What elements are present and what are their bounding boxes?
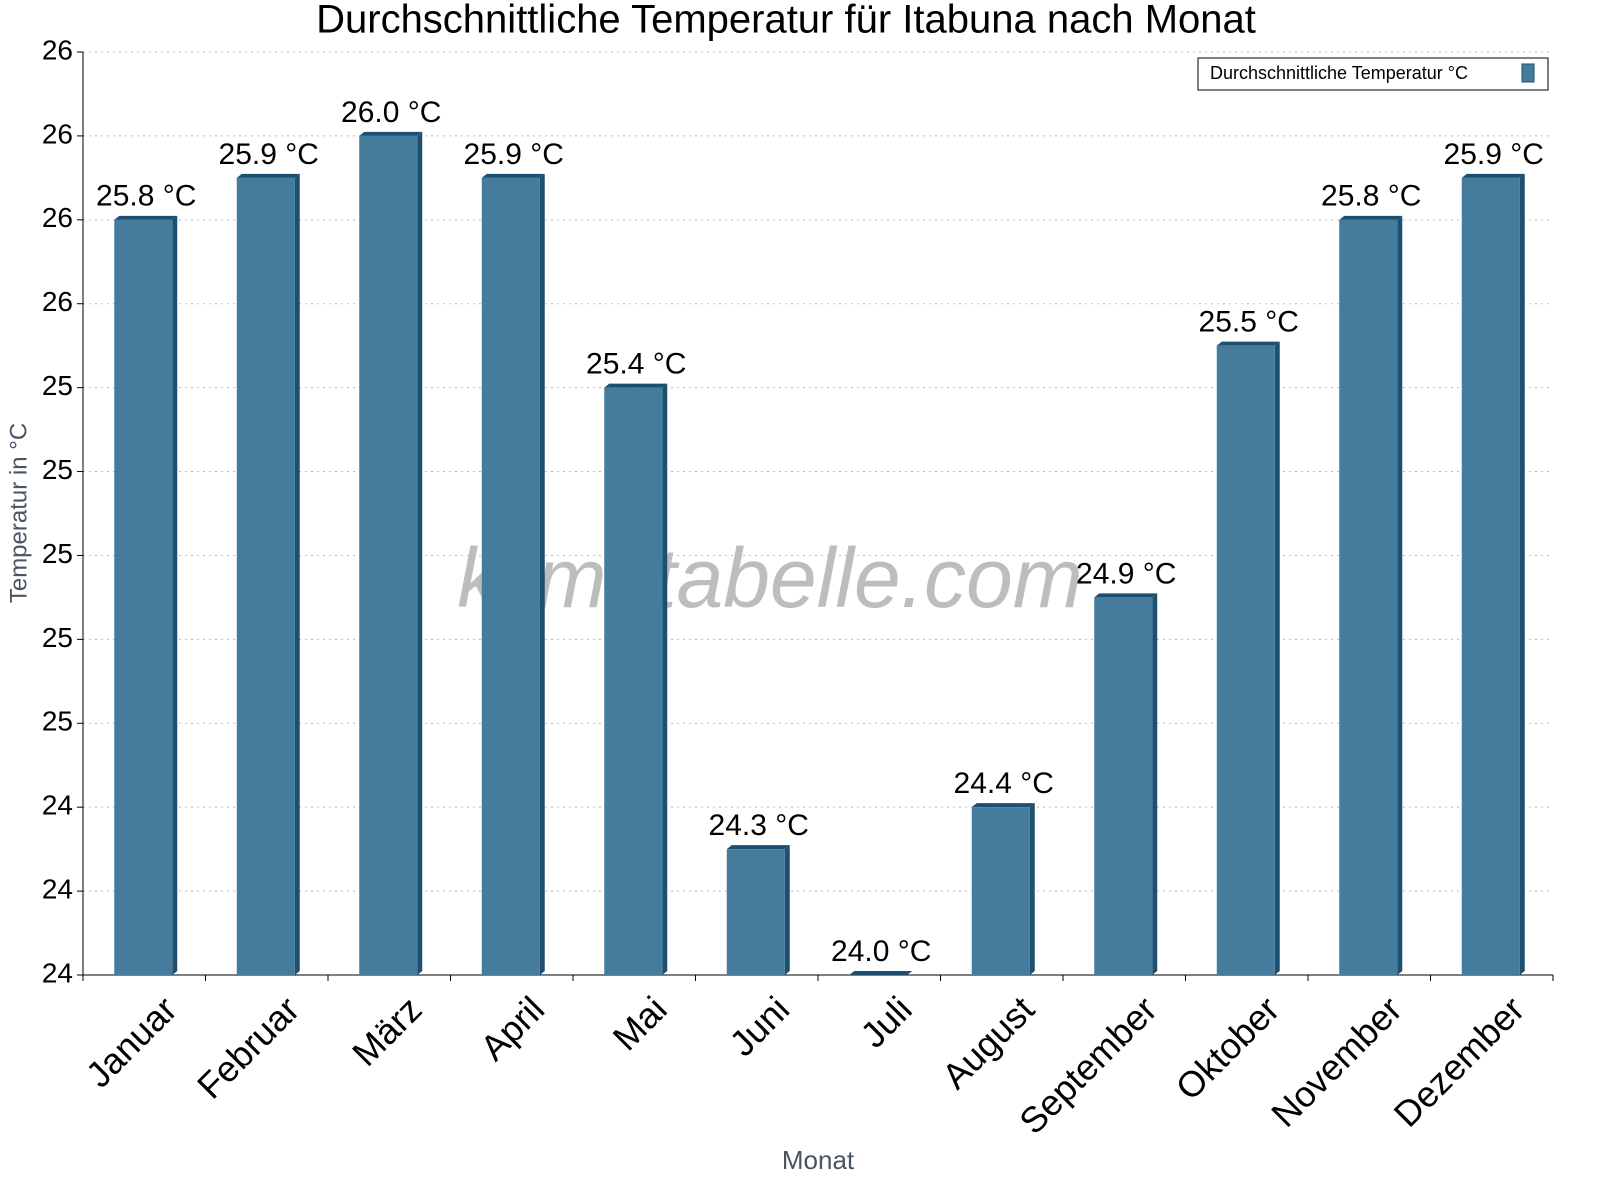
bar — [1461, 177, 1520, 975]
y-axis-label: Temperatur in °C — [5, 423, 32, 603]
y-tick-label: 25 — [42, 538, 73, 569]
legend-box — [1197, 57, 1549, 91]
x-tick-label: Februar — [189, 988, 307, 1106]
bar-side — [662, 383, 668, 975]
y-tick-label: 24 — [42, 790, 73, 821]
watermark: klimatabelle.com — [457, 531, 1083, 625]
data-label: 25.5 °C — [1199, 306, 1299, 339]
data-label: 24.4 °C — [954, 767, 1054, 800]
bar — [604, 387, 663, 975]
y-tick-label: 26 — [42, 34, 73, 65]
bar-side — [1029, 803, 1035, 975]
bar-top — [359, 131, 423, 136]
x-tick-label: Juni — [721, 988, 797, 1064]
legend: Durchschnittliche Temperatur °C — [1197, 57, 1549, 91]
chart-title: Durchschnittliche Temperatur für Itabuna… — [316, 0, 1256, 42]
bar-top — [1094, 593, 1158, 598]
bar-top — [236, 173, 300, 178]
bar-side — [1274, 341, 1280, 975]
x-tick-label: Mai — [605, 988, 675, 1058]
data-label: 24.9 °C — [1076, 557, 1176, 590]
bar — [971, 807, 1030, 975]
bar-top — [481, 173, 545, 178]
bar — [359, 135, 418, 976]
bar-top — [726, 845, 790, 850]
x-tick-label: April — [472, 988, 552, 1068]
x-tick-label: Oktober — [1168, 988, 1288, 1108]
bar-side — [539, 173, 545, 975]
legend-label: Durchschnittliche Temperatur °C — [1210, 63, 1468, 83]
bar-top — [1216, 341, 1280, 346]
bar — [481, 177, 540, 975]
y-tick-label: 25 — [42, 706, 73, 737]
x-tick-label: Januar — [78, 988, 185, 1095]
bar-top — [1339, 215, 1403, 220]
y-tick-label: 25 — [42, 622, 73, 653]
bar-side — [172, 215, 178, 975]
data-label: 25.8 °C — [96, 180, 196, 213]
x-tick-label: März — [344, 988, 430, 1074]
bar-side — [294, 173, 300, 975]
data-label: 25.9 °C — [464, 138, 564, 171]
bar-side — [784, 845, 790, 975]
y-tick-label: 26 — [42, 118, 73, 149]
legend-swatch — [1521, 63, 1535, 83]
y-tick-label: 24 — [42, 873, 73, 904]
x-tick-label: November — [1263, 988, 1409, 1134]
data-label: 24.3 °C — [709, 809, 809, 842]
y-tick-label: 24 — [42, 957, 73, 988]
data-label: 25.4 °C — [586, 348, 686, 381]
bar-top — [1461, 173, 1525, 178]
bar-top — [114, 215, 178, 220]
bar-top — [604, 383, 668, 388]
y-tick-label: 25 — [42, 454, 73, 485]
bar-top — [849, 971, 913, 975]
x-tick-label: Dezember — [1386, 988, 1532, 1134]
x-tick-label: Juli — [852, 988, 919, 1055]
bar — [1216, 345, 1275, 975]
bar-side — [1519, 173, 1525, 975]
bar-side — [1152, 593, 1158, 975]
data-label: 25.9 °C — [219, 138, 319, 171]
bar-side — [417, 131, 423, 976]
bar — [1094, 597, 1153, 975]
bar — [236, 177, 295, 975]
y-tick-label: 25 — [42, 370, 73, 401]
x-tick-label: August — [934, 988, 1042, 1096]
bar — [1339, 219, 1398, 975]
y-tick-label: 26 — [42, 202, 73, 233]
data-label: 26.0 °C — [341, 96, 441, 129]
bar — [726, 849, 785, 975]
y-tick-label: 26 — [42, 286, 73, 317]
data-label: 25.8 °C — [1321, 180, 1421, 213]
data-label: 24.0 °C — [831, 935, 931, 968]
bar — [114, 219, 173, 975]
x-axis-label: Monat — [782, 1145, 855, 1175]
data-label: 25.9 °C — [1444, 138, 1544, 171]
bar-top — [971, 803, 1035, 808]
bar-side — [1397, 215, 1403, 975]
